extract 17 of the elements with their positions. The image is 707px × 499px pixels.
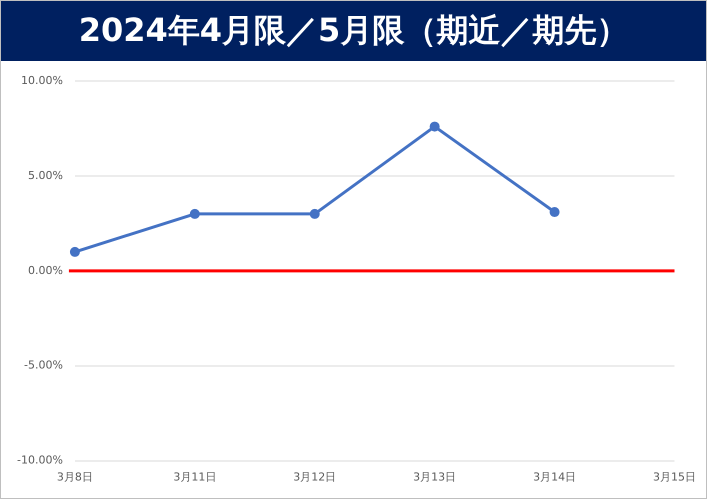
point: [430, 122, 440, 132]
y-tick-label: 0.00%: [28, 264, 63, 277]
x-tick-label: 3月13日: [413, 470, 456, 484]
y-tick-label: 5.00%: [28, 168, 63, 182]
point: [550, 207, 560, 218]
x-tick-label: 3月15日: [653, 470, 696, 484]
point: [190, 208, 200, 219]
x-tick-label: 3月12日: [293, 470, 336, 484]
x-tick-label: 3月11日: [173, 470, 216, 484]
x-tick-label: 3月8日: [56, 470, 93, 484]
point: [310, 208, 320, 219]
y-tick-label: -5.00%: [24, 358, 63, 372]
y-tick-label: -10.00%: [16, 454, 63, 467]
x-tick-label: 3月14日: [533, 470, 576, 484]
point: [70, 246, 80, 257]
chart-title: 2024年4月限／5月限（期近／期先）: [1, 1, 706, 61]
y-tick-label: 10.00%: [20, 74, 63, 87]
